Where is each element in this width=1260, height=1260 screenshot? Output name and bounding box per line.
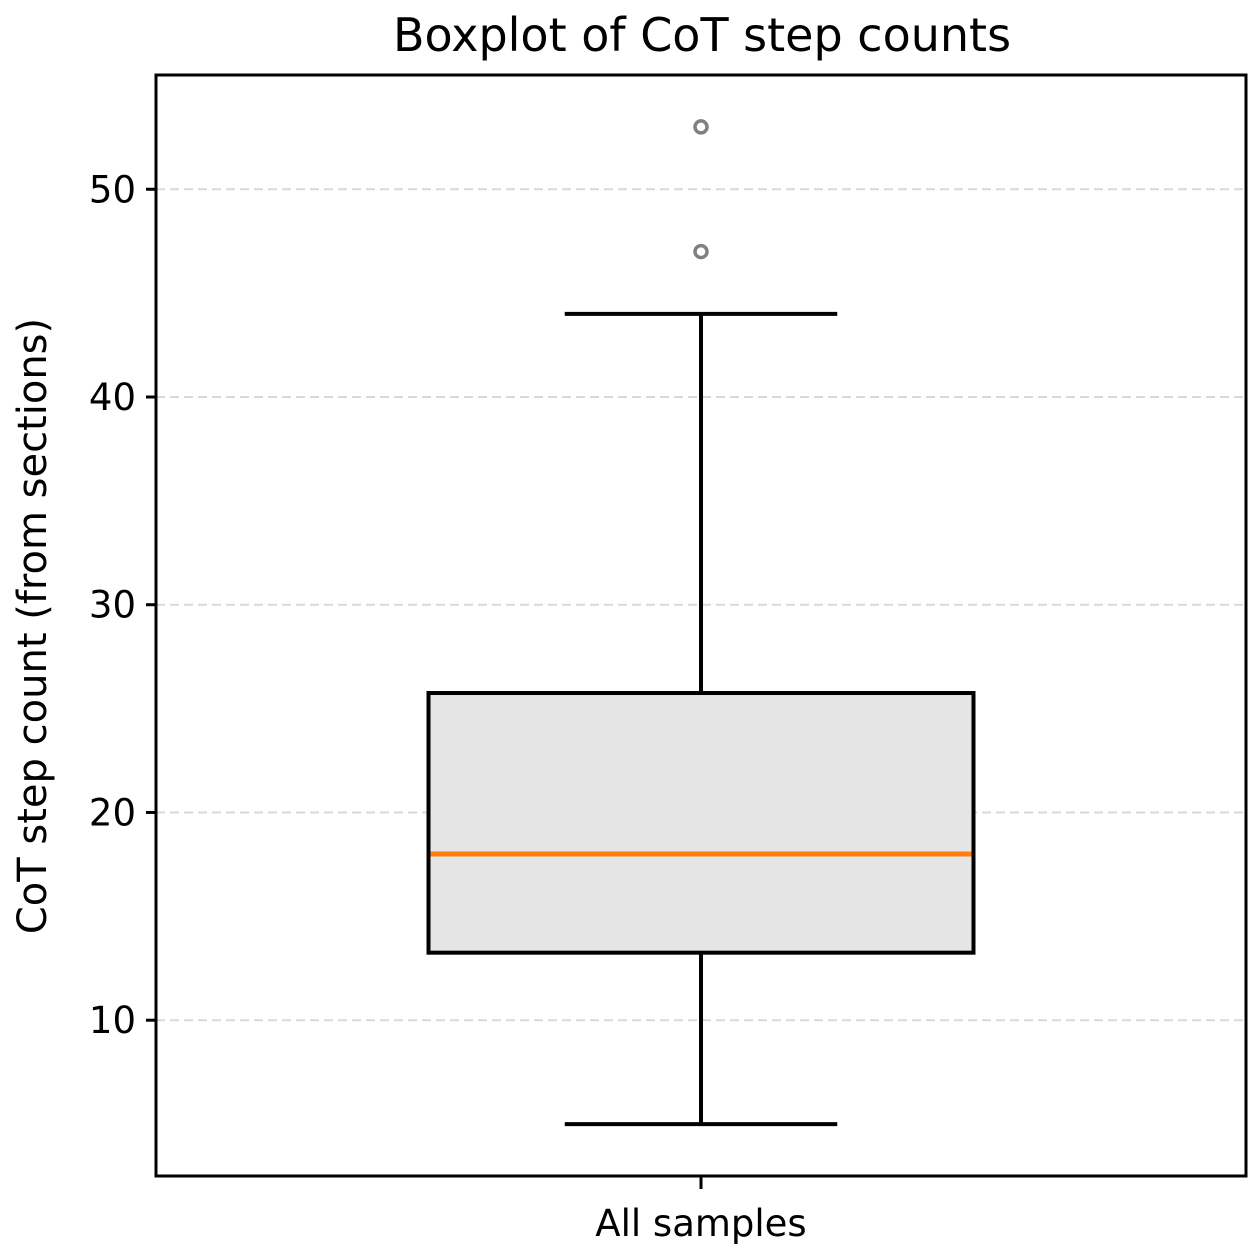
iqr-box [426, 691, 976, 955]
y-tick-label: 10 [89, 999, 136, 1042]
plot-frame [154, 73, 1248, 1178]
x-axis-ticks: All samples [595, 1176, 807, 1245]
boxes [426, 119, 976, 1127]
y-tick-label: 40 [89, 376, 136, 419]
chart-title: Boxplot of CoT step counts [393, 8, 1011, 62]
x-tick-label: All samples [595, 1202, 806, 1245]
y-axis-label: CoT step count (from sections) [10, 318, 56, 934]
y-tick-label: 50 [89, 168, 136, 211]
outlier-point [693, 119, 709, 135]
y-tick-label: 20 [89, 791, 136, 834]
outlier-point [693, 243, 709, 260]
box-group [426, 119, 976, 1127]
y-tick-label: 30 [89, 584, 136, 627]
y-axis-ticks: 10 20 30 40 50 [89, 168, 156, 1042]
